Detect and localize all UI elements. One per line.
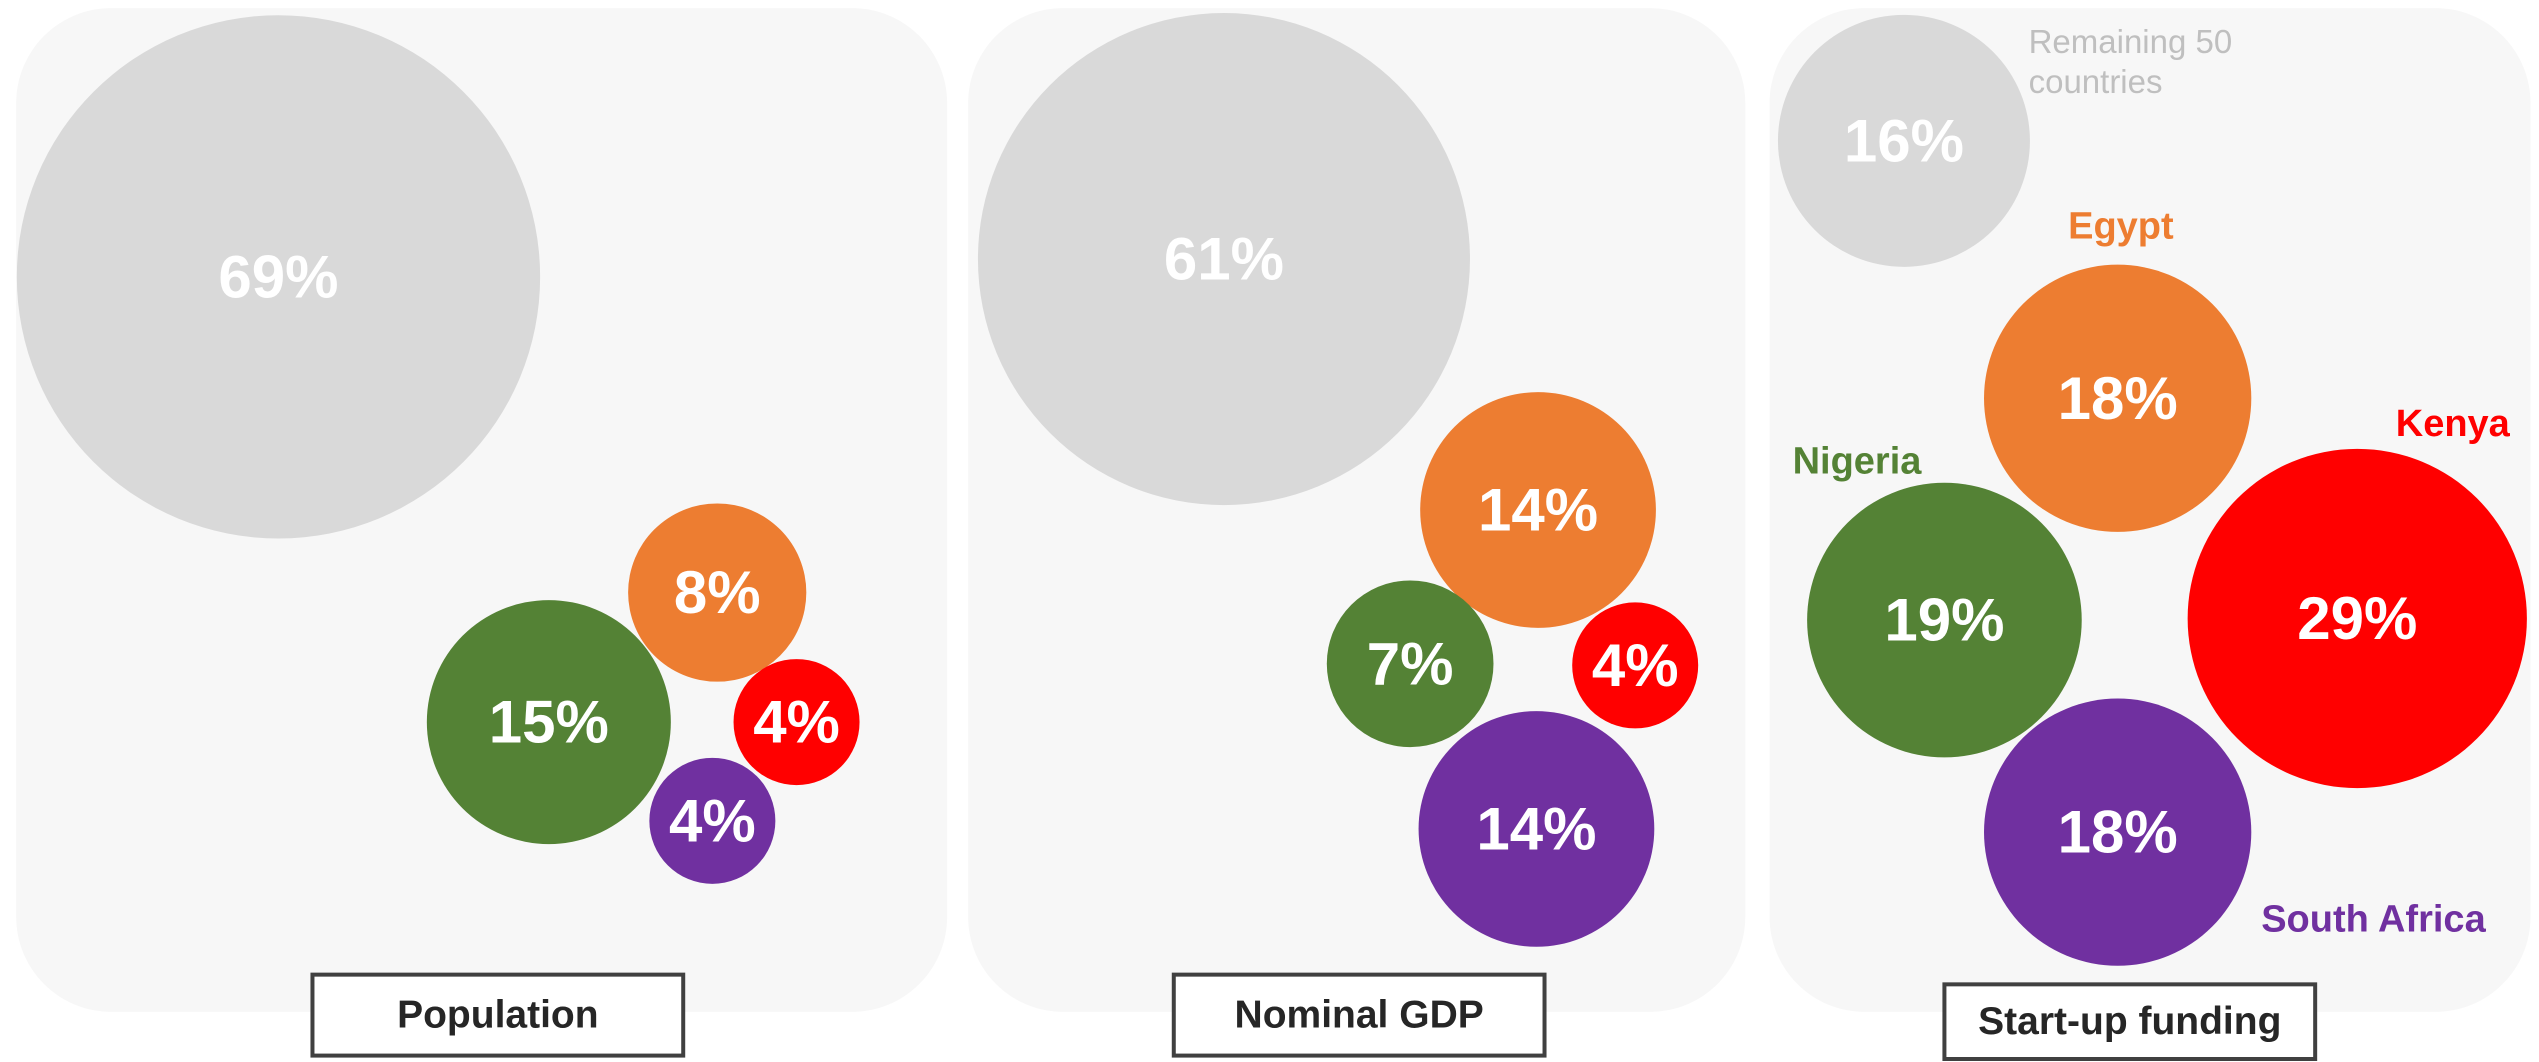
- value-label: 14%: [1478, 476, 1598, 543]
- category-label: Egypt: [2068, 206, 2174, 248]
- bubble: [1777, 14, 2030, 267]
- chart-title: Nominal GDP: [1235, 994, 1484, 1037]
- bubble: [16, 15, 541, 539]
- value-label: 4%: [1592, 632, 1679, 699]
- value-label: 18%: [2058, 799, 2178, 866]
- category-label: Kenya: [2396, 403, 2511, 445]
- bubble: [1326, 580, 1494, 748]
- value-label: 18%: [2058, 365, 2178, 432]
- value-label: 16%: [1844, 107, 1964, 174]
- bubble: [1984, 264, 2252, 532]
- category-label-box: Remaining 50 countries: [2028, 23, 2233, 100]
- category-label: South Africa: [2261, 899, 2486, 941]
- bubble: [1984, 698, 2252, 966]
- value-label: 29%: [2297, 585, 2417, 652]
- value-label: 4%: [669, 787, 756, 854]
- chart-title: Population: [397, 994, 598, 1037]
- title-box: [1942, 982, 2318, 1061]
- title-box: [1171, 972, 1547, 1058]
- bubble: [1420, 392, 1656, 628]
- value-label: 4%: [753, 689, 840, 756]
- value-label: 69%: [218, 243, 338, 310]
- category-label: Remaining 50 countries: [2028, 23, 2233, 100]
- title-box: [310, 972, 686, 1058]
- value-label: 8%: [674, 559, 761, 626]
- bubble: [426, 600, 671, 845]
- bubble: [628, 503, 807, 682]
- bubble: [977, 13, 1470, 506]
- chart-title: Start-up funding: [1978, 1000, 2281, 1043]
- value-label: 61%: [1164, 226, 1284, 293]
- bubble: [1418, 711, 1655, 947]
- category-label: Nigeria: [1793, 440, 1923, 482]
- bubble: [649, 757, 776, 884]
- value-label: 19%: [1884, 587, 2004, 654]
- value-label: 14%: [1476, 795, 1596, 862]
- bubble: [1807, 482, 2082, 758]
- bubble: [733, 659, 860, 786]
- bubble: [2187, 448, 2527, 789]
- bubble: [1572, 602, 1699, 729]
- value-label: 15%: [489, 689, 609, 756]
- value-label: 7%: [1367, 630, 1454, 697]
